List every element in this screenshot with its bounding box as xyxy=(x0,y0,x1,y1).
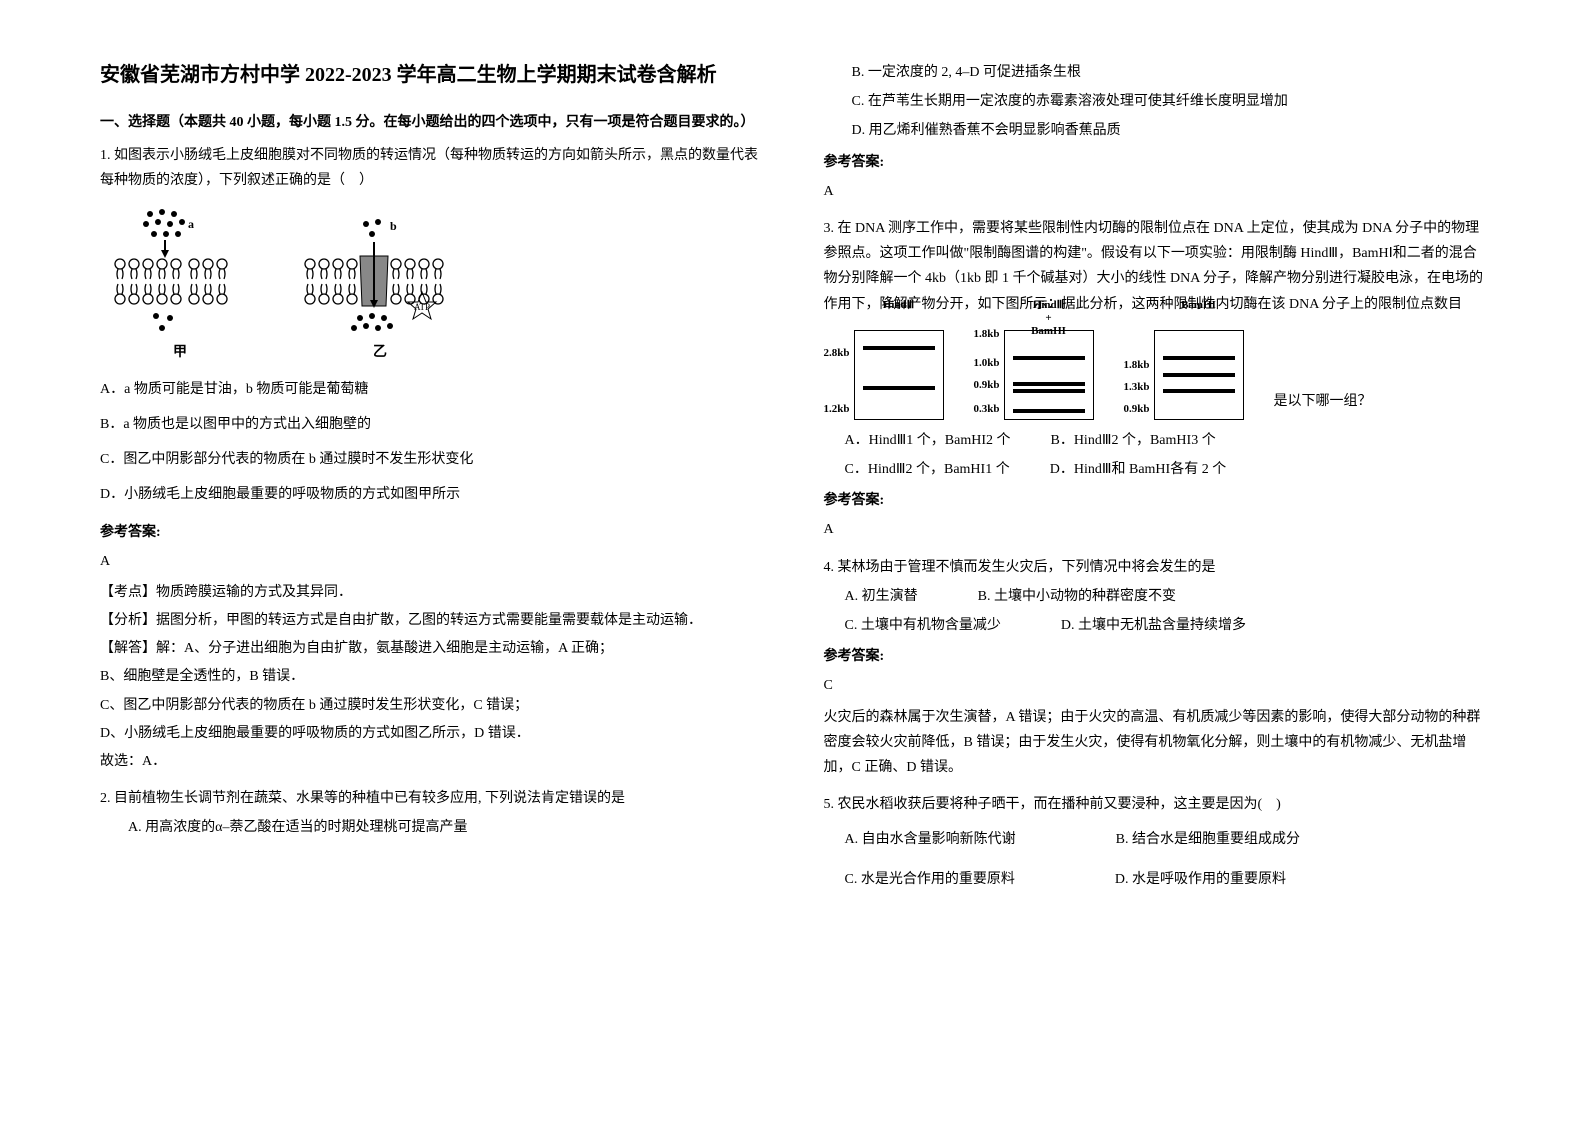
q4-stem: 4. 某林场由于管理不慎而发生火灾后，下列情况中将会发生的是 xyxy=(824,555,1488,580)
q5-opt-c: C. 水是光合作用的重要原料 xyxy=(845,867,1015,892)
diagram-yi: b xyxy=(300,206,460,365)
q1-e7: 故选：A． xyxy=(100,749,764,774)
gel1-l1: 1.2kb xyxy=(824,400,850,420)
gel1-box: HindⅢ xyxy=(854,330,944,420)
question-1: 1. 如图表示小肠绒毛上皮细胞膜对不同物质的转运情况（每种物质转运的方向如箭头所… xyxy=(100,143,764,774)
gel3-l1: 1.3kb xyxy=(1124,378,1150,398)
gel-lane-1: 2.8kb 1.2kb HindⅢ xyxy=(824,330,944,420)
band xyxy=(1163,356,1235,360)
gel-lane-2: 1.8kb 1.0kb 0.9kb 0.3kb HindⅢ + BamHI xyxy=(974,325,1094,420)
section-heading: 一、选择题（本题共 40 小题，每小题 1.5 分。在每小题给出的四个选项中，只… xyxy=(100,110,764,135)
exam-title: 安徽省芜湖市方村中学 2022-2023 学年高二生物上学期期末试卷含解析 xyxy=(100,60,764,90)
q4-opt-d: D. 土壤中无机盐含量持续增多 xyxy=(1061,613,1246,638)
gel1-l0: 2.8kb xyxy=(824,344,850,364)
question-5: 5. 农民水稻收获后要将种子晒干，而在播种前又要浸种，这主要是因为( ) A. … xyxy=(824,792,1488,892)
q4-opt-b: B. 土壤中小动物的种群密度不变 xyxy=(978,584,1176,609)
q2-stem: 2. 目前植物生长调节剂在蔬菜、水果等的种植中已有较多应用, 下列说法肯定错误的… xyxy=(100,786,764,811)
q4-ans: C xyxy=(824,673,1488,698)
band xyxy=(863,386,935,390)
q5-stem: 5. 农民水稻收获后要将种子晒干，而在播种前又要浸种，这主要是因为( ) xyxy=(824,792,1488,817)
gel3-labels: 1.8kb 1.3kb 0.9kb xyxy=(1124,356,1150,419)
gel2-l1: 1.0kb xyxy=(974,354,1000,374)
q2-opt-d: D. 用乙烯利催熟香蕉不会明显影响香蕉品质 xyxy=(824,118,1488,143)
q1-ans-label: 参考答案: xyxy=(100,520,764,545)
q5-opt-d: D. 水是呼吸作用的重要原料 xyxy=(1115,867,1286,892)
gel2-l3: 0.3kb xyxy=(974,400,1000,420)
q1-e6: D、小肠绒毛上皮细胞最重要的呼吸物质的方式如图乙所示，D 错误． xyxy=(100,721,764,746)
q3-opt-c: C．HindⅢ2 个，BamHI1 个 xyxy=(845,457,1010,482)
gel3-l0: 1.8kb xyxy=(1124,356,1150,376)
band xyxy=(1163,389,1235,393)
q1-ans: A xyxy=(100,549,764,574)
gel3-box: BamHI xyxy=(1154,330,1244,420)
left-column: 安徽省芜湖市方村中学 2022-2023 学年高二生物上学期期末试卷含解析 一、… xyxy=(100,60,764,1062)
band xyxy=(1163,373,1235,377)
q1-stem: 1. 如图表示小肠绒毛上皮细胞膜对不同物质的转运情况（每种物质转运的方向如箭头所… xyxy=(100,143,764,193)
q3-ans: A xyxy=(824,517,1488,542)
q1-opt-a: A．a 物质可能是甘油，b 物质可能是葡萄糖 xyxy=(100,377,764,402)
q1-opt-d: D．小肠绒毛上皮细胞最重要的呼吸物质的方式如图甲所示 xyxy=(100,482,764,507)
q4-opt-a: A. 初生演替 xyxy=(845,584,918,609)
q1-e2: 【分析】据图分析，甲图的转运方式是自由扩散，乙图的转运方式需要能量需要载体是主动… xyxy=(100,608,764,633)
q1-e4: B、细胞壁是全透性的，B 错误． xyxy=(100,664,764,689)
band xyxy=(1013,409,1085,413)
q5-opt-a: A. 自由水含量影响新陈代谢 xyxy=(845,827,1016,852)
gel2-h-a: HindⅢ xyxy=(1033,299,1064,311)
q1-e5: C、图乙中阴影部分代表的物质在 b 通过膜时发生形状变化，C 错误； xyxy=(100,693,764,718)
q4-e1: 火灾后的森林属于次生演替，A 错误；由于火灾的高温、有机质减少等因素的影响，使得… xyxy=(824,705,1488,781)
gel-diagram: 2.8kb 1.2kb HindⅢ 1.8kb 1.0kb 0.9kb 0.3k… xyxy=(824,325,1488,420)
question-2-part1: 2. 目前植物生长调节剂在蔬菜、水果等的种植中已有较多应用, 下列说法肯定错误的… xyxy=(100,786,764,840)
gel2-labels: 1.8kb 1.0kb 0.9kb 0.3kb xyxy=(974,325,1000,420)
question-3: 3. 在 DNA 测序工作中，需要将某些限制性内切酶的限制位点在 DNA 上定位… xyxy=(824,216,1488,543)
question-4: 4. 某林场由于管理不慎而发生火灾后，下列情况中将会发生的是 A. 初生演替 B… xyxy=(824,555,1488,781)
yi-label: 乙 xyxy=(300,340,460,365)
q3-ans-label: 参考答案: xyxy=(824,488,1488,513)
q1-e3: 【解答】解：A、分子进出细胞为自由扩散，氨基酸进入细胞是主动运输，A 正确； xyxy=(100,636,764,661)
gel2-h-b: BamHI xyxy=(1031,325,1066,337)
q3-opt-b: B．HindⅢ2 个，BamHI3 个 xyxy=(1050,428,1215,453)
diagram-jia: a xyxy=(110,206,250,365)
q1-opt-c: C．图乙中阴影部分代表的物质在 b 通过膜时不发生形状变化 xyxy=(100,447,764,472)
q2-opt-b: B. 一定浓度的 2, 4–D 可促进插条生根 xyxy=(824,60,1488,85)
gel3-l2: 0.9kb xyxy=(1124,400,1150,420)
question-2-part2: B. 一定浓度的 2, 4–D 可促进插条生根 C. 在芦苇生长期用一定浓度的赤… xyxy=(824,60,1488,204)
q3-opt-d: D．HindⅢ和 BamHI各有 2 个 xyxy=(1050,457,1226,482)
q2-opt-a: A. 用高浓度的α–萘乙酸在适当的时期处理桃可提高产量 xyxy=(100,815,764,840)
gel2-box: HindⅢ + BamHI xyxy=(1004,330,1094,420)
q3-opt-a: A．HindⅢ1 个，BamHI2 个 xyxy=(845,428,1011,453)
gel1-labels: 2.8kb 1.2kb xyxy=(824,344,850,420)
q2-opt-c: C. 在芦苇生长期用一定浓度的赤霉素溶液处理可使其纤维长度明显增加 xyxy=(824,89,1488,114)
band xyxy=(1013,356,1085,360)
label-b: b xyxy=(390,219,397,233)
gel-lane-3: 1.8kb 1.3kb 0.9kb BamHI xyxy=(1124,330,1244,420)
band xyxy=(1013,389,1085,393)
q1-opt-b: B．a 物质也是以图甲中的方式出入细胞壁的 xyxy=(100,412,764,437)
q2-ans: A xyxy=(824,179,1488,204)
band xyxy=(863,346,935,350)
q3-trailing: 是以下哪一组？ xyxy=(1274,389,1372,414)
gel2-h-plus: + xyxy=(1045,312,1051,324)
jia-label: 甲 xyxy=(110,340,250,365)
atp-label: ATP xyxy=(414,302,430,312)
band xyxy=(1013,382,1085,386)
q5-opt-b: B. 结合水是细胞重要组成成分 xyxy=(1116,827,1300,852)
right-column: B. 一定浓度的 2, 4–D 可促进插条生根 C. 在芦苇生长期用一定浓度的赤… xyxy=(824,60,1488,1062)
q4-ans-label: 参考答案: xyxy=(824,644,1488,669)
label-a: a xyxy=(188,217,194,231)
q1-diagram: a xyxy=(110,206,764,365)
gel1-header: HindⅢ xyxy=(855,299,943,312)
q4-opt-c: C. 土壤中有机物含量减少 xyxy=(845,613,1001,638)
q2-ans-label: 参考答案: xyxy=(824,150,1488,175)
gel2-header: HindⅢ + BamHI xyxy=(1005,299,1093,339)
q1-e1: 【考点】物质跨膜运输的方式及其异同． xyxy=(100,580,764,605)
gel2-l2: 0.9kb xyxy=(974,376,1000,396)
gel2-l0: 1.8kb xyxy=(974,325,1000,345)
gel3-header: BamHI xyxy=(1155,299,1243,312)
